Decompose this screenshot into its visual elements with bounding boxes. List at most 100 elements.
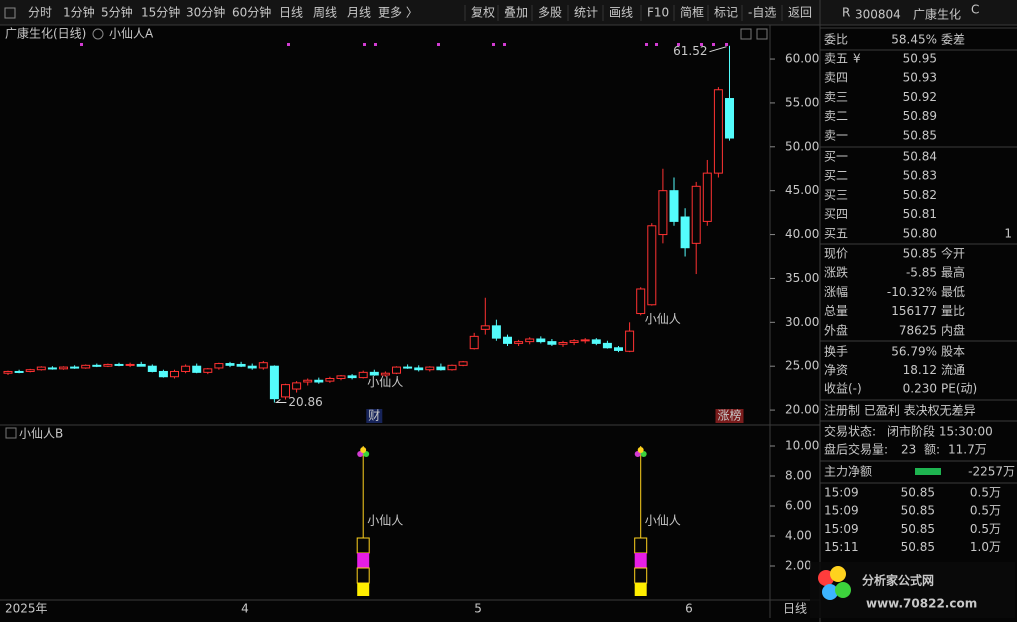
after-volume: 23	[901, 443, 916, 457]
candle-body	[558, 342, 568, 345]
candle-body	[469, 335, 479, 350]
candle-body	[713, 89, 723, 174]
event-tag[interactable]	[715, 409, 744, 423]
tick-time: 15:09	[824, 486, 859, 500]
high-arrow	[709, 46, 727, 53]
candle-body	[114, 363, 124, 366]
bid-label: 买三	[824, 188, 848, 202]
candle-body	[503, 336, 512, 344]
candle-body	[591, 339, 601, 344]
candle-body	[458, 361, 468, 366]
stat-value: 0.230	[903, 382, 937, 396]
y-tick-label: 55.00	[785, 95, 819, 109]
period-tab[interactable]: 月线	[347, 6, 371, 20]
signal-box	[357, 553, 370, 568]
tool-button[interactable]: -自选	[748, 6, 776, 20]
candle-body	[292, 382, 302, 390]
y-tick-label: 60.00	[785, 52, 819, 66]
stat-value: 156177	[891, 304, 937, 318]
bid-label: 买一	[824, 150, 848, 164]
tool-button[interactable]: 复权	[471, 6, 495, 20]
candle-body	[147, 365, 157, 372]
candle-body	[125, 363, 135, 366]
candle-body	[725, 98, 734, 139]
currency-mark: ¥	[853, 52, 861, 66]
candle-body	[525, 338, 535, 343]
ask-price: 50.92	[903, 90, 937, 104]
bid-label: 买五	[824, 226, 848, 240]
candle-body	[59, 366, 68, 370]
period-tab[interactable]: 15分钟	[141, 5, 180, 20]
candle-body	[514, 341, 524, 344]
candle-body	[25, 369, 35, 372]
period-tab[interactable]: 分时	[28, 6, 52, 20]
signal-dot	[437, 43, 440, 46]
candle-body	[414, 367, 424, 371]
toolbar-bg	[0, 0, 1017, 25]
y-tick-label: 45.00	[785, 183, 819, 197]
signal-dot	[677, 43, 680, 46]
sub-chart-title: 小仙人B	[19, 427, 63, 441]
period-tab[interactable]: 1分钟	[63, 5, 95, 20]
x-tick-label: 2025年	[5, 602, 48, 616]
tool-button[interactable]: 标记	[714, 6, 738, 20]
watermark-logo	[830, 566, 846, 582]
signal-label: 小仙人	[645, 514, 681, 528]
indicator-name[interactable]: 小仙人A	[109, 27, 154, 41]
period-tab[interactable]: 日线	[279, 6, 303, 20]
y-tick-label: 4.00	[785, 529, 812, 543]
y-tick-label: 30.00	[785, 315, 819, 329]
panel-icon[interactable]	[5, 427, 17, 439]
candle-body	[70, 366, 80, 369]
tool-button[interactable]: 统计	[574, 6, 598, 20]
flow-label: 主力净额	[824, 465, 872, 479]
low-arrow	[274, 399, 287, 404]
after-label: 盘后交易量:	[824, 442, 888, 457]
ask-price: 50.85	[903, 128, 937, 142]
stat-label: 今开	[941, 246, 965, 261]
window-icon[interactable]	[756, 28, 768, 40]
candle-body	[170, 370, 179, 378]
period-tab[interactable]: 30分钟	[186, 5, 225, 20]
tool-button[interactable]: 叠加	[504, 6, 528, 20]
candle-body	[614, 347, 623, 351]
stat-value: 50.85	[903, 247, 937, 261]
window-icon[interactable]	[740, 28, 752, 40]
period-label: 日线	[783, 602, 807, 616]
tool-button[interactable]: 简框	[680, 6, 704, 20]
tool-button[interactable]: F10	[647, 6, 669, 20]
tick-time: 15:09	[824, 504, 859, 518]
candle-body	[425, 366, 435, 371]
bid-price: 50.81	[903, 207, 937, 221]
period-tab[interactable]: 5分钟	[101, 5, 133, 20]
x-tick-label: 5	[474, 602, 482, 616]
toolbar-icon[interactable]	[4, 7, 16, 19]
event-label: 财	[368, 409, 380, 423]
candle-body	[181, 365, 191, 372]
dropdown-icon[interactable]	[92, 28, 104, 40]
signal-flower	[637, 447, 644, 453]
signal-dot	[363, 43, 366, 46]
tick-price: 50.85	[901, 486, 935, 500]
tick-volume: 1.0万	[970, 540, 1001, 554]
candle-body	[436, 366, 446, 371]
bid-price: 50.83	[903, 169, 937, 183]
tool-button[interactable]: 返回	[788, 6, 812, 20]
period-tab[interactable]: 60分钟	[232, 5, 271, 20]
candle-body	[214, 363, 224, 369]
signal-box	[357, 583, 370, 596]
signal-flower	[360, 447, 367, 453]
event-tag[interactable]	[366, 409, 383, 423]
candle-body	[491, 325, 501, 339]
label: 委比	[824, 33, 848, 47]
tool-button[interactable]: 多股	[538, 6, 562, 20]
event-label: 涨榜	[717, 408, 741, 423]
period-tab[interactable]: 周线	[313, 6, 337, 20]
period-tab[interactable]: 更多 〉	[378, 6, 418, 20]
tool-button[interactable]: 画线	[609, 6, 633, 20]
candle-body	[14, 370, 24, 373]
tick-volume: 0.5万	[970, 522, 1001, 536]
candle-body	[702, 172, 712, 222]
tick-volume: 0.5万	[970, 504, 1001, 518]
